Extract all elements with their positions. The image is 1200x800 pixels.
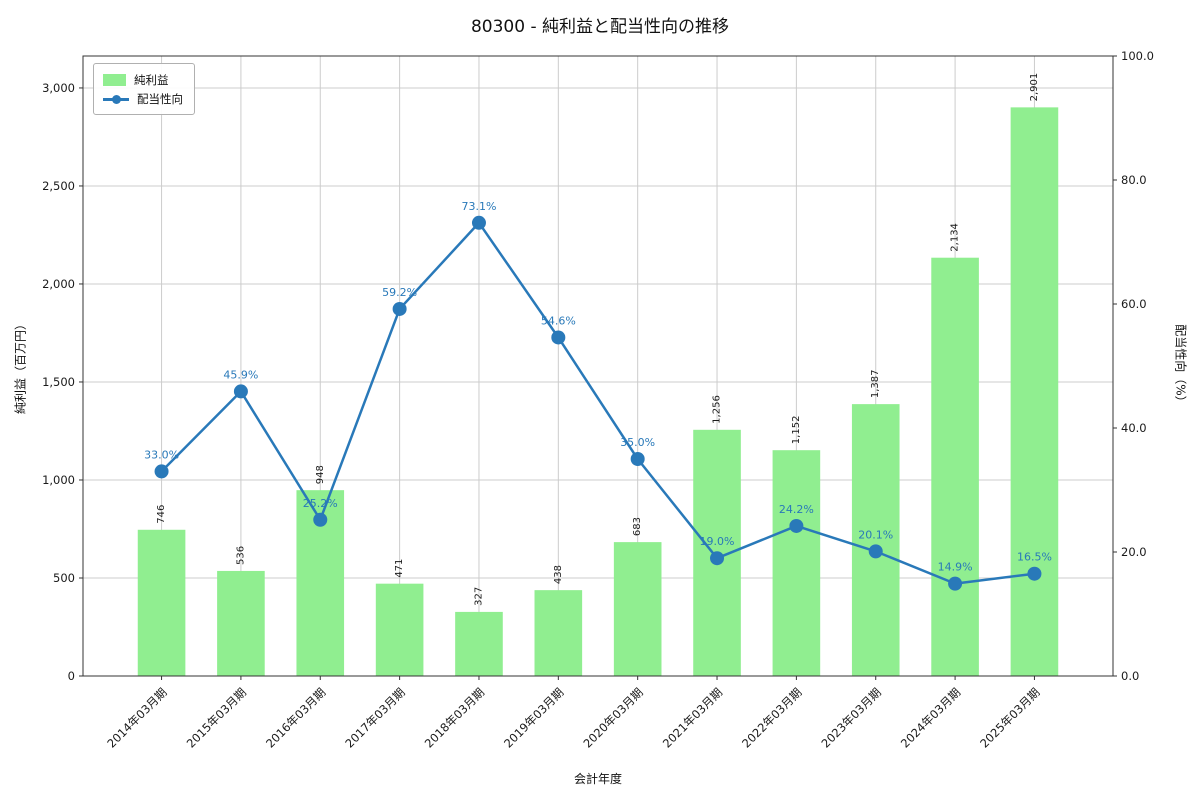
payout-marker (392, 301, 407, 316)
chart-title: 80300 - 純利益と配当性向の推移 (470, 17, 730, 37)
bar (455, 611, 503, 676)
payout-marker (948, 576, 963, 591)
payout-marker (710, 551, 725, 566)
bar-value-label: 438 (553, 565, 564, 584)
x-tick-label: 2015年03月期 (184, 685, 249, 750)
x-tick-label: 2014年03月期 (104, 685, 169, 750)
payout-value-label: 19.0% (700, 535, 735, 548)
payout-marker (789, 518, 804, 533)
y-tick-label-right: 20.0 (1121, 545, 1147, 559)
y-tick-label-left: 2,500 (42, 179, 75, 193)
payout-value-label: 54.6% (541, 314, 576, 327)
bar-value-label: 1,152 (791, 416, 802, 445)
y-tick-label-left: 0 (68, 669, 75, 683)
bar-value-label: 683 (632, 517, 643, 536)
payout-value-label: 25.2% (303, 497, 338, 510)
payout-marker (1027, 566, 1042, 581)
x-tick-label: 2018年03月期 (422, 685, 487, 750)
bar (851, 404, 900, 676)
y-tick-label-left: 1,000 (42, 473, 75, 487)
bar-value-label: 471 (394, 559, 405, 578)
bar (217, 570, 265, 676)
bar (1010, 107, 1059, 676)
bar-value-label: 2,901 (1029, 73, 1040, 102)
y-tick-label-right: 40.0 (1121, 421, 1147, 435)
y-axis-label-right: 配当性向（%） (1173, 324, 1188, 408)
bar-swatch (103, 73, 126, 86)
payout-marker (154, 464, 169, 479)
legend-item-payout-ratio: 配当性向 (103, 89, 183, 108)
bar (375, 583, 424, 676)
x-tick-label: 2022年03月期 (739, 685, 804, 750)
bar (613, 542, 662, 676)
y-tick-label-right: 80.0 (1121, 173, 1147, 187)
payout-marker (471, 215, 486, 230)
payout-value-label: 14.9% (938, 561, 973, 574)
plot-border (82, 55, 1114, 677)
x-tick-label: 2024年03月期 (898, 685, 963, 750)
bar (137, 529, 186, 676)
legend: 純利益 配当性向 (93, 63, 195, 115)
payout-value-label: 59.2% (382, 286, 417, 299)
payout-value-label: 24.2% (779, 503, 814, 516)
bar (931, 257, 979, 676)
payout-marker (313, 512, 328, 527)
x-tick-label: 2017年03月期 (342, 685, 407, 750)
y-tick-label-right: 60.0 (1121, 297, 1147, 311)
y-tick-label-right: 100.0 (1121, 49, 1154, 63)
x-tick-label: 2023年03月期 (819, 685, 884, 750)
bar-value-label: 746 (156, 505, 167, 524)
payout-value-label: 45.9% (223, 368, 258, 381)
bar-value-label: 2,134 (950, 223, 961, 252)
bar-value-label: 1,256 (712, 395, 723, 424)
payout-value-label: 16.5% (1017, 551, 1052, 564)
y-tick-label-left: 1,500 (42, 375, 75, 389)
bar-value-label: 327 (473, 587, 484, 606)
x-tick-label: 2021年03月期 (660, 685, 725, 750)
x-tick-label: 2016年03月期 (263, 685, 328, 750)
bar-value-label: 948 (315, 465, 326, 484)
payout-marker (551, 330, 566, 345)
y-tick-label-left: 500 (53, 571, 75, 585)
bar (772, 450, 821, 676)
y-tick-label-left: 3,000 (42, 81, 75, 95)
payout-line (160, 221, 1035, 585)
x-tick-label: 2019年03月期 (501, 685, 566, 750)
bar-value-label: 1,387 (870, 369, 881, 398)
legend-label-payout-ratio: 配当性向 (137, 91, 183, 106)
y-tick-label-right: 0.0 (1121, 669, 1139, 683)
bar-value-label: 536 (235, 546, 246, 565)
payout-value-label: 33.0% (144, 448, 179, 461)
bar (534, 590, 583, 676)
legend-label-net-income: 純利益 (134, 72, 169, 87)
payout-value-label: 35.0% (620, 436, 655, 449)
payout-value-label: 73.1% (461, 200, 496, 213)
line-swatch (103, 93, 129, 105)
payout-marker (233, 384, 248, 399)
payout-value-label: 20.1% (858, 528, 893, 541)
legend-item-net-income: 純利益 (103, 70, 183, 89)
x-tick-label: 2025年03月期 (977, 685, 1042, 750)
x-axis-label: 会計年度 (573, 772, 622, 786)
x-tick-label: 2020年03月期 (580, 685, 645, 750)
payout-marker (630, 452, 645, 466)
y-tick-label-left: 2,000 (42, 277, 75, 291)
payout-marker (868, 544, 883, 559)
y-axis-label-left: 純利益（百万円） (13, 317, 28, 415)
